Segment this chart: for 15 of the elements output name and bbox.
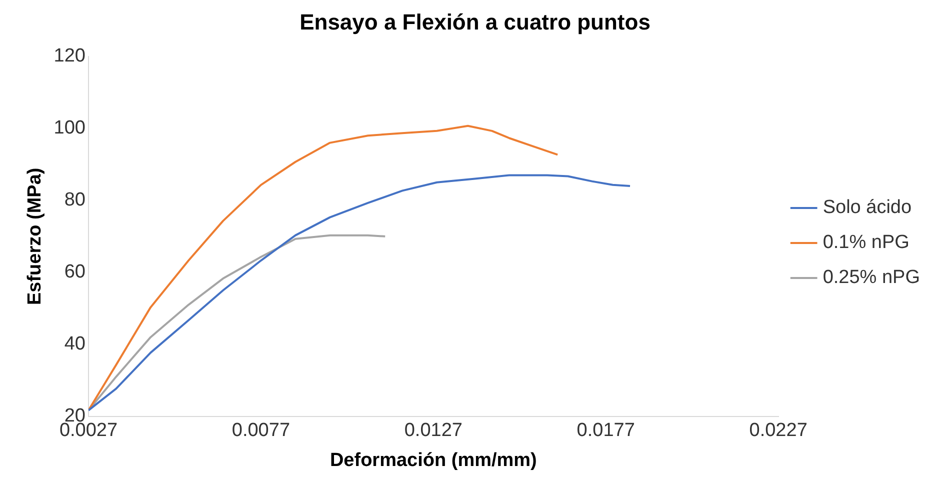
legend-label: Solo ácido bbox=[822, 197, 912, 218]
x-tick-label: 0.0127 bbox=[404, 420, 462, 442]
x-axis-title: Deformación (mm/mm) bbox=[330, 450, 537, 471]
y-tick-label: 120 bbox=[54, 46, 86, 67]
x-tick-label: 0.0227 bbox=[749, 420, 808, 442]
y-tick-label: 80 bbox=[64, 190, 86, 211]
x-tick-label: 0.0077 bbox=[232, 420, 290, 442]
y-tick-label: 100 bbox=[54, 118, 86, 139]
x-tick-label: 0.0177 bbox=[576, 420, 635, 442]
legend-label: 0.1% nPG bbox=[822, 232, 910, 254]
y-tick-label: 40 bbox=[64, 334, 86, 355]
legend-label: 0.25% nPG bbox=[822, 267, 920, 288]
chart-title: Ensayo a Flexión a cuatro puntos bbox=[300, 9, 650, 34]
y-axis-title: Esfuerzo (MPa) bbox=[24, 168, 46, 306]
y-tick-label: 60 bbox=[64, 262, 86, 283]
